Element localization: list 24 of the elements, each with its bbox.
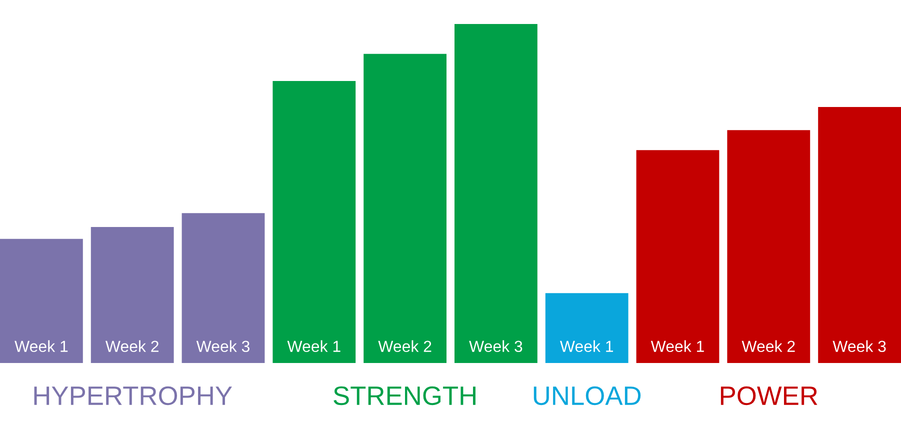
x-tick-label: Week 1 bbox=[287, 340, 340, 352]
x-tick-label: Week 3 bbox=[832, 340, 886, 352]
x-tick-label: Week 1 bbox=[560, 340, 614, 352]
bar bbox=[182, 213, 265, 363]
bar bbox=[727, 130, 810, 363]
bar bbox=[90, 227, 174, 363]
x-tick-label: Week 3 bbox=[469, 340, 522, 352]
text: HYPERTROPHY bbox=[34, 386, 232, 406]
bar bbox=[272, 80, 356, 363]
x-tick-label: Week 3 bbox=[196, 340, 250, 352]
text: POWER bbox=[720, 386, 818, 406]
bar bbox=[818, 107, 901, 363]
x-tick-label: Week 2 bbox=[742, 340, 795, 352]
text: UNLOAD bbox=[534, 386, 641, 406]
x-tick-label: Week 1 bbox=[14, 340, 68, 352]
bar bbox=[636, 150, 720, 363]
x-tick-label: Week 2 bbox=[378, 340, 432, 352]
bar bbox=[364, 54, 446, 363]
bar bbox=[454, 24, 538, 363]
x-tick-label: Week 2 bbox=[105, 340, 158, 352]
bar bbox=[545, 293, 628, 363]
text: STRENGTH bbox=[334, 386, 476, 406]
bar bbox=[0, 238, 83, 363]
x-tick-label: Week 1 bbox=[650, 340, 704, 352]
